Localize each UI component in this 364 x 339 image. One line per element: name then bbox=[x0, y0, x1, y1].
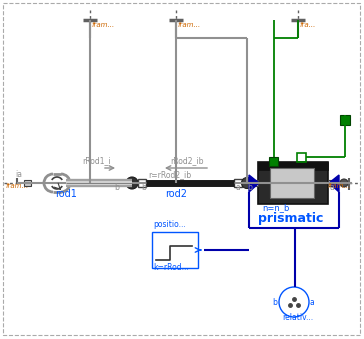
Bar bbox=[138, 179, 146, 187]
Text: b: b bbox=[114, 183, 119, 192]
Bar bbox=[340, 115, 350, 125]
Bar bbox=[24, 180, 31, 186]
Circle shape bbox=[241, 178, 253, 188]
Text: a: a bbox=[235, 183, 240, 192]
Bar bbox=[270, 168, 314, 198]
Text: a: a bbox=[310, 298, 315, 307]
Polygon shape bbox=[329, 175, 339, 192]
Text: prismatic: prismatic bbox=[258, 212, 323, 225]
Text: fram...: fram... bbox=[328, 183, 351, 189]
Text: a: a bbox=[329, 183, 334, 192]
Bar bbox=[328, 180, 338, 186]
Text: fram...: fram... bbox=[92, 22, 115, 28]
Bar bbox=[297, 153, 306, 162]
Text: rRod2_ib: rRod2_ib bbox=[170, 156, 203, 165]
Circle shape bbox=[340, 179, 348, 187]
Bar bbox=[258, 162, 328, 204]
Text: b: b bbox=[247, 183, 252, 192]
Text: relativ...: relativ... bbox=[282, 313, 313, 322]
Text: n=n_b: n=n_b bbox=[262, 203, 289, 212]
Text: rRod1_i: rRod1_i bbox=[82, 156, 111, 165]
Polygon shape bbox=[249, 175, 259, 192]
Text: k=rRod...: k=rRod... bbox=[153, 263, 189, 272]
Circle shape bbox=[126, 177, 138, 189]
Bar bbox=[248, 180, 258, 186]
Text: ia: ia bbox=[15, 170, 22, 179]
Bar bbox=[269, 157, 278, 166]
Text: b: b bbox=[272, 298, 277, 307]
Text: fra...: fra... bbox=[300, 22, 316, 28]
Bar bbox=[152, 232, 198, 268]
Bar bbox=[258, 162, 328, 170]
Text: rod1: rod1 bbox=[55, 189, 77, 199]
Text: rod2: rod2 bbox=[165, 189, 187, 199]
Text: fram...: fram... bbox=[178, 22, 201, 28]
Text: r=rRod2_ib: r=rRod2_ib bbox=[148, 170, 191, 179]
Circle shape bbox=[279, 287, 309, 317]
Bar bbox=[234, 179, 242, 187]
Text: fram...: fram... bbox=[6, 183, 29, 189]
Text: positio...: positio... bbox=[153, 220, 186, 229]
Text: b: b bbox=[141, 183, 146, 192]
